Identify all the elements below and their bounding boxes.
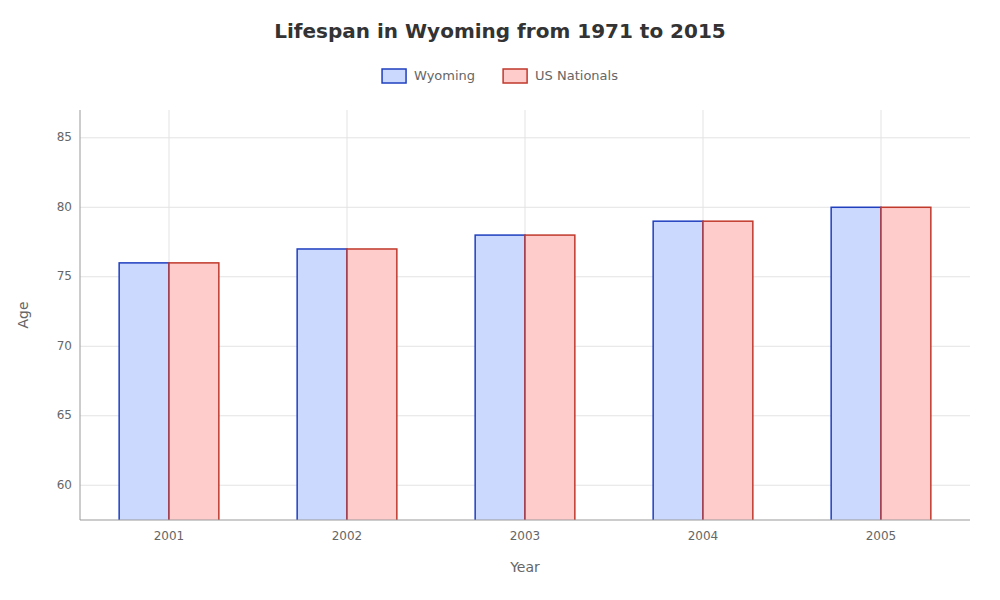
legend-swatch: [382, 69, 406, 83]
x-tick-label: 2002: [332, 529, 363, 543]
x-tick-label: 2003: [510, 529, 541, 543]
bar: [347, 249, 397, 520]
legend-swatch: [503, 69, 527, 83]
bar: [881, 207, 931, 520]
bar: [475, 235, 525, 520]
chart-svg: 60 65 70 75 80 85 2001 2002 2003 2004 2005 Year Age L…: [0, 0, 1000, 600]
bar: [703, 221, 753, 520]
legend-label: Wyoming: [414, 68, 475, 83]
x-axis-line: [80, 520, 970, 521]
bar: [119, 263, 169, 520]
y-axis-line: [80, 110, 81, 520]
legend-item: Wyoming: [382, 68, 475, 84]
x-tick-label: 2004: [688, 529, 719, 543]
legend-item: US Nationals: [503, 68, 618, 84]
y-tick-label: 60: [57, 478, 72, 492]
y-tick-label: 70: [57, 339, 72, 353]
chart-container: 60 65 70 75 80 85 2001 2002 2003 2004 2005 Year Age L…: [0, 0, 1000, 600]
chart-title: Lifespan in Wyoming from 1971 to 2015: [274, 19, 726, 43]
legend-label: US Nationals: [535, 68, 618, 83]
x-axis-label: Year: [509, 559, 540, 575]
bar: [297, 249, 347, 520]
bar: [831, 207, 881, 520]
bars: [119, 207, 931, 520]
y-axis-label: Age: [15, 301, 31, 328]
y-tick-label: 65: [57, 408, 72, 422]
y-tick-label: 85: [57, 130, 72, 144]
bar: [653, 221, 703, 520]
x-tick-label: 2005: [866, 529, 897, 543]
y-tick-label: 80: [57, 200, 72, 214]
x-tick-label: 2001: [154, 529, 185, 543]
legend: Wyoming US Nationals: [382, 68, 618, 84]
bar: [169, 263, 219, 520]
y-tick-label: 75: [57, 269, 72, 283]
bar: [525, 235, 575, 520]
